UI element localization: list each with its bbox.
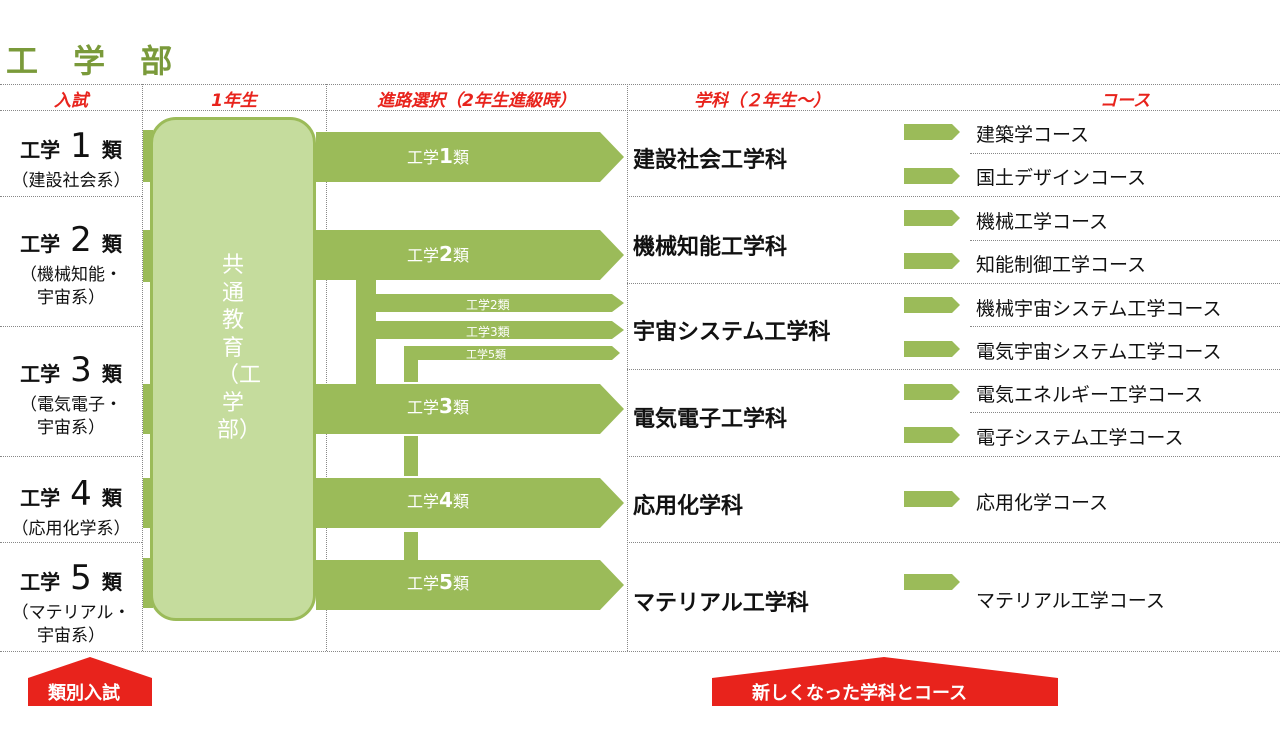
banner-left-label: 類別入試: [48, 683, 120, 704]
common-education-label: 共通教育（工学部）: [217, 253, 262, 443]
category-1-title: 工学 1 類: [20, 126, 122, 166]
course-item: 電子システム工学コース: [976, 427, 1184, 449]
course-item: 電気宇宙システム工学コース: [976, 341, 1222, 363]
arrow-1-label: 工学1類: [407, 144, 469, 168]
small-arrow-3: [404, 346, 620, 360]
course-item: 電気エネルギー工学コース: [976, 384, 1204, 406]
dept-sep: [627, 369, 1280, 370]
page-title: 工 学 部: [6, 42, 185, 80]
category-1: 工学 1 類 （建設社会系）: [0, 124, 142, 193]
category-5: 工学 5 類 （マテリアル・宇宙系）: [0, 556, 142, 648]
course-arrow: [904, 124, 960, 140]
category-4-title: 工学 4 類: [20, 474, 122, 514]
course-arrow: [904, 168, 960, 184]
category-4: 工学 4 類 （応用化学系）: [0, 472, 142, 541]
department-applied-chem: 応用化学科: [633, 494, 744, 519]
category-3: 工学 3 類 （電気電子・宇宙系）: [0, 348, 142, 440]
course-item: 知能制御工学コース: [976, 254, 1147, 276]
course-arrow: [904, 574, 960, 590]
category-5-sub: （マテリアル・宇宙系）: [11, 602, 131, 646]
course-arrow: [904, 297, 960, 313]
entry-stub-1: [143, 130, 153, 182]
course-sep: [970, 240, 1280, 241]
branch-connector-5: [404, 532, 418, 560]
row-sep: [0, 542, 142, 543]
category-2-title: 工学 2 類: [20, 220, 122, 260]
col-divider-2: [326, 84, 327, 651]
arrow-2: [316, 230, 624, 280]
course-arrow: [904, 253, 960, 269]
col-divider-1: [142, 84, 143, 651]
common-education-box: [150, 117, 316, 621]
arrow-5-label: 工学5類: [407, 570, 469, 594]
course-item: 国土デザインコース: [976, 167, 1147, 189]
category-3-sub: （電気電子・宇宙系）: [20, 394, 122, 438]
row-sep: [0, 326, 142, 327]
dept-sep: [627, 283, 1280, 284]
category-2: 工学 2 類 （機械知能・宇宙系）: [0, 218, 142, 310]
small-arrow-1: [356, 294, 624, 312]
small-arrow-3-label: 工学5類: [466, 348, 506, 361]
arrow-5: [316, 560, 624, 610]
dept-sep: [627, 196, 1280, 197]
arrow-1: [316, 132, 624, 182]
banner-left-shape: [28, 657, 152, 706]
branch-connector-4: [404, 436, 418, 476]
arrow-4-label: 工学4類: [407, 488, 469, 512]
course-sep: [970, 326, 1280, 327]
small-arrow-1-label: 工学2類: [466, 298, 510, 312]
course-sep: [970, 153, 1280, 154]
header-dept: 学科（２年生～）: [694, 91, 830, 111]
header-entrance: 入試: [54, 91, 88, 111]
small-arrow-2: [356, 321, 624, 339]
dept-sep: [627, 456, 1280, 457]
course-sep: [970, 412, 1280, 413]
banner-right-shape: [712, 657, 1058, 706]
course-arrow: [904, 427, 960, 443]
header-bottom-line: [0, 110, 1280, 111]
category-3-title: 工学 3 類: [20, 350, 122, 390]
entry-stub-3: [143, 384, 153, 434]
course-arrow: [904, 341, 960, 357]
entry-stub-5: [143, 558, 153, 608]
department-space: 宇宙システム工学科: [633, 320, 831, 345]
course-item: 建築学コース: [976, 124, 1090, 146]
row-sep: [0, 196, 142, 197]
department-civil: 建設社会工学科: [633, 148, 788, 173]
arrow-4: [316, 478, 624, 528]
arrow-3-label: 工学3類: [407, 394, 469, 418]
department-materials: マテリアル工学科: [633, 591, 809, 616]
table-bottom-line: [0, 651, 1280, 652]
department-electrical: 電気電子工学科: [633, 407, 788, 432]
col-divider-3: [627, 84, 628, 651]
course-item: 応用化学コース: [976, 492, 1109, 514]
entry-stub-2: [143, 230, 153, 282]
dept-sep: [627, 542, 1280, 543]
arrow-2-label: 工学2類: [407, 242, 469, 266]
course-item: 機械工学コース: [976, 211, 1109, 233]
header-top-line: [0, 84, 1280, 85]
category-1-sub: （建設社会系）: [11, 170, 131, 191]
header-course: コース: [1099, 91, 1151, 111]
course-item: マテリアル工学コース: [976, 590, 1165, 612]
row-sep: [0, 456, 142, 457]
category-5-title: 工学 5 類: [20, 558, 122, 598]
banner-right-label: 新しくなった学科とコース: [752, 683, 968, 704]
arrow-3: [316, 384, 624, 434]
department-mechanical: 機械知能工学科: [633, 235, 788, 260]
course-arrow: [904, 491, 960, 507]
course-arrow: [904, 210, 960, 226]
course-arrow: [904, 384, 960, 400]
category-2-sub: （機械知能・宇宙系）: [20, 264, 122, 308]
course-item: 機械宇宙システム工学コース: [976, 298, 1222, 320]
category-4-sub: （応用化学系）: [11, 518, 131, 539]
header-year1: 1年生: [211, 91, 257, 111]
entry-stub-4: [143, 478, 153, 528]
header-path: 進路選択（2年生進級時）: [377, 91, 576, 111]
small-arrow-2-label: 工学3類: [466, 325, 510, 339]
